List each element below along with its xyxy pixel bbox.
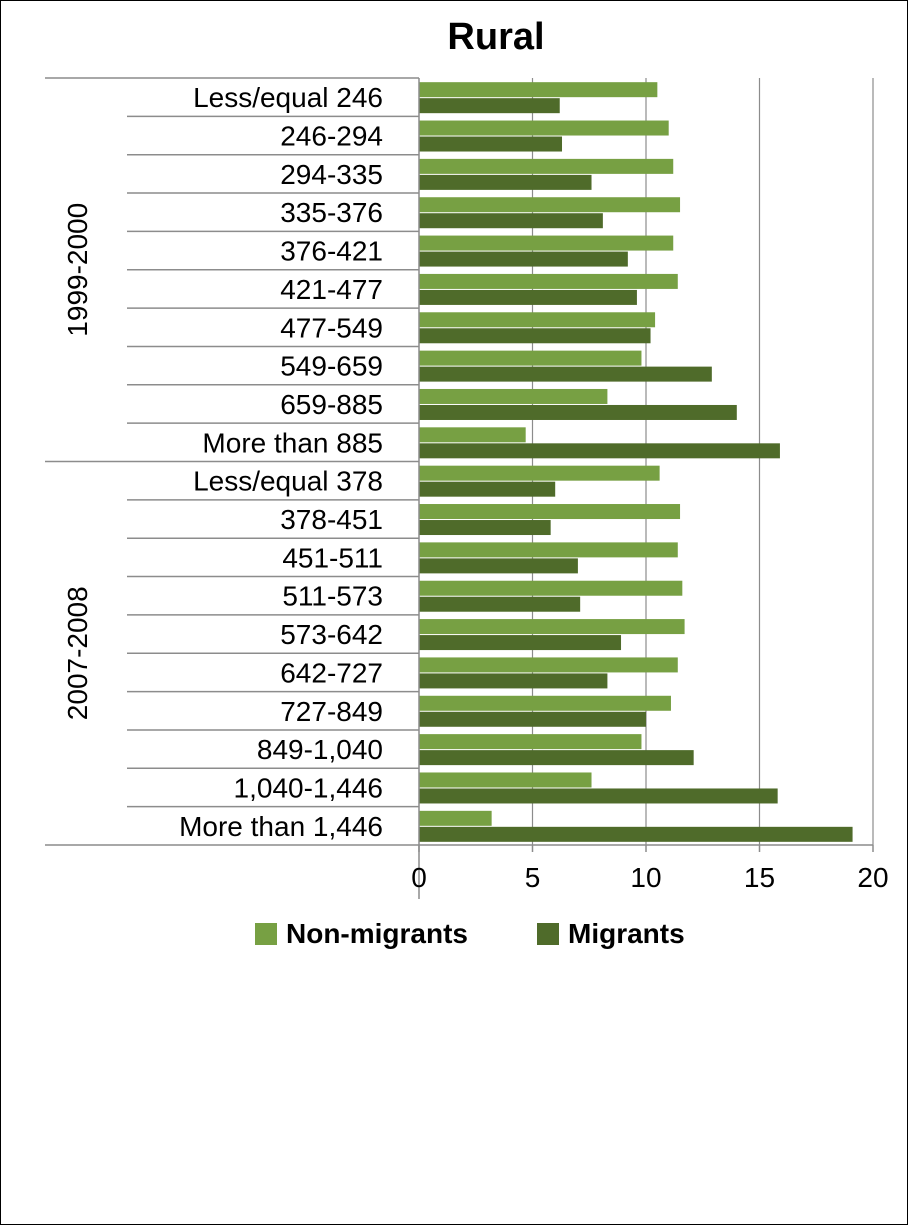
category-label: 477-549 <box>280 312 383 343</box>
bar-migrants <box>419 558 578 574</box>
category-label: 849-1,040 <box>257 734 383 765</box>
category-label: Less/equal 378 <box>193 466 383 497</box>
x-tick-label: 0 <box>411 862 427 893</box>
bar-non-migrants <box>419 350 642 366</box>
category-labels: Less/equal 246 246-294 294-335 335-376 376-4… <box>179 82 383 842</box>
bar-non-migrants <box>419 273 678 289</box>
bar-non-migrants <box>419 772 592 788</box>
bar-migrants <box>419 635 622 651</box>
bar-migrants <box>419 174 592 190</box>
category-label: 246-294 <box>280 121 383 152</box>
category-label: 1,040-1,446 <box>234 772 383 803</box>
category-label: 335-376 <box>280 197 383 228</box>
bar-migrants <box>419 136 563 152</box>
bar-non-migrants <box>419 427 526 443</box>
bar-non-migrants <box>419 695 671 711</box>
bar-non-migrants <box>419 542 678 558</box>
bar-migrants <box>419 711 646 727</box>
bar-migrants <box>419 596 581 612</box>
category-label: 573-642 <box>280 619 383 650</box>
category-label: 421-477 <box>280 274 383 305</box>
legend: Non-migrants Migrants <box>255 918 685 949</box>
x-tick-label: 5 <box>525 862 541 893</box>
category-label: 376-421 <box>280 236 383 267</box>
bar-migrants <box>419 98 560 114</box>
bar-non-migrants <box>419 312 656 328</box>
bar-migrants <box>419 673 608 689</box>
bar-non-migrants <box>419 82 658 98</box>
bar-non-migrants <box>419 120 669 136</box>
legend-swatch-migrants <box>537 923 559 945</box>
category-label: More than 1,446 <box>179 811 383 842</box>
category-label: 727-849 <box>280 696 383 727</box>
group-label: 2007-2008 <box>62 586 93 720</box>
legend-label-migrants: Migrants <box>568 918 685 949</box>
x-tick-label: 10 <box>630 862 661 893</box>
x-tick-label: 15 <box>744 862 775 893</box>
x-tick-label: 20 <box>857 862 888 893</box>
bar-non-migrants <box>419 619 685 635</box>
category-label: 642-727 <box>280 657 383 688</box>
axes <box>45 77 874 899</box>
bar-non-migrants <box>419 504 681 520</box>
legend-swatch-non-migrants <box>255 923 277 945</box>
category-label: 451-511 <box>282 542 383 573</box>
category-label: 378-451 <box>280 504 383 535</box>
category-label: 549-659 <box>280 351 383 382</box>
bar-migrants <box>419 213 603 229</box>
bar-non-migrants <box>419 235 674 251</box>
bar-migrants <box>419 481 556 497</box>
category-label: Less/equal 246 <box>193 82 383 113</box>
legend-label-non-migrants: Non-migrants <box>286 918 468 949</box>
gridlines <box>531 78 874 845</box>
bar-non-migrants <box>419 465 660 481</box>
category-label: 511-573 <box>282 581 383 612</box>
bar-migrants <box>419 404 737 420</box>
bar-non-migrants <box>419 580 683 596</box>
bar-non-migrants <box>419 734 642 750</box>
bar-migrants <box>419 328 651 344</box>
bar-migrants <box>419 520 551 536</box>
bar-migrants <box>419 750 694 766</box>
group-labels: 1999-2000 2007-2008 <box>62 203 93 720</box>
bar-migrants <box>419 826 853 842</box>
bar-non-migrants <box>419 657 678 673</box>
bar-migrants <box>419 443 780 459</box>
bar-migrants <box>419 251 628 267</box>
bar-migrants <box>419 366 712 382</box>
bars <box>419 82 853 842</box>
x-tick-labels: 0 5 10 15 20 <box>411 862 888 893</box>
bar-non-migrants <box>419 158 674 174</box>
category-label: 294-335 <box>280 159 383 190</box>
bar-non-migrants <box>419 388 608 404</box>
bar-non-migrants <box>419 197 681 213</box>
chart-title: Rural <box>447 16 544 58</box>
category-label: 659-885 <box>280 389 383 420</box>
bar-migrants <box>419 788 778 804</box>
group-label: 1999-2000 <box>62 203 93 337</box>
bar-migrants <box>419 289 637 305</box>
bar-non-migrants <box>419 810 492 826</box>
category-label: More than 885 <box>202 427 383 458</box>
